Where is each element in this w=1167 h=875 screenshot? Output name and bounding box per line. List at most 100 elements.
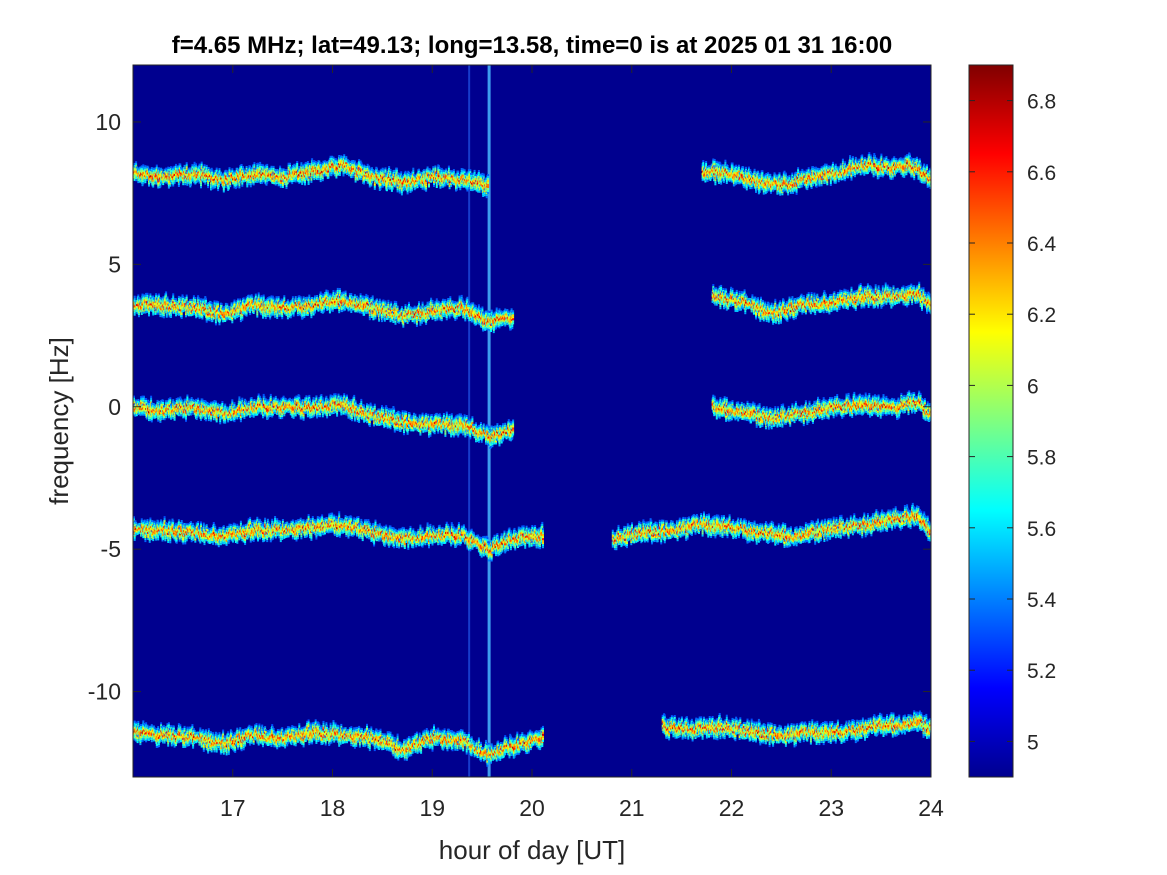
trace-pixel	[190, 184, 192, 186]
trace-pixel	[396, 168, 398, 170]
trace-pixel	[422, 188, 424, 190]
trace-pixel	[156, 167, 158, 169]
trace-pixel	[487, 190, 489, 192]
trace-pixel	[448, 168, 450, 170]
trace-pixel	[266, 184, 268, 186]
trace-pixel	[470, 173, 472, 175]
trace-pixel	[487, 184, 489, 186]
trace-pixel	[142, 164, 144, 166]
trace-pixel	[714, 159, 716, 161]
trace-pixel	[726, 182, 728, 184]
trace-pixel	[754, 169, 756, 171]
trace-pixel	[204, 164, 206, 166]
trace-pixel	[380, 184, 382, 186]
trace-pixel	[229, 183, 231, 185]
trace-pixel	[333, 159, 335, 161]
trace-pixel	[266, 164, 268, 166]
trace-pixel	[483, 176, 485, 178]
trace-pixel	[738, 165, 740, 167]
trace-pixel	[487, 186, 489, 188]
trace-pixel	[165, 168, 167, 170]
trace-pixel	[487, 180, 489, 182]
trace-pixel	[746, 186, 748, 188]
trace-pixel	[735, 183, 737, 185]
trace-pixel	[390, 171, 392, 173]
trace-pixel	[330, 174, 332, 176]
trace-pixel	[169, 185, 171, 187]
trace-pixel	[449, 187, 451, 189]
trace-pixel	[397, 188, 399, 190]
trace-pixel	[211, 168, 213, 170]
trace-pixel	[487, 188, 489, 190]
trace-pixel	[146, 179, 148, 181]
trace-pixel	[246, 166, 248, 168]
trace-pixel	[223, 189, 225, 191]
trace-pixel	[354, 161, 356, 163]
trace-pixel	[407, 192, 409, 194]
trace-pixel	[231, 168, 233, 170]
trace-pixel	[253, 183, 255, 185]
trace-pixel	[735, 165, 737, 167]
trace-pixel	[474, 172, 476, 174]
trace-pixel	[487, 176, 489, 178]
trace-pixel	[761, 170, 763, 172]
trace-pixel	[308, 174, 310, 176]
trace-pixel	[759, 191, 761, 193]
trace-pixel	[779, 194, 781, 196]
trace-pixel	[759, 173, 761, 175]
trace-pixel	[229, 185, 231, 187]
trace-pixel	[307, 161, 309, 163]
trace-pixel	[470, 175, 472, 177]
trace-pixel	[322, 179, 324, 181]
trace-pixel	[333, 157, 335, 159]
trace-pixel	[182, 183, 184, 185]
trace-pixel	[172, 185, 174, 187]
trace-pixel	[196, 180, 198, 182]
trace-pixel	[304, 181, 306, 183]
trace-pixel	[228, 188, 230, 190]
trace-pixel	[397, 190, 399, 192]
trace-pixel	[308, 181, 310, 183]
trace-pixel	[702, 164, 704, 166]
trace-pixel	[374, 188, 376, 190]
trace-pixel	[705, 163, 707, 165]
trace-pixel	[487, 192, 489, 194]
trace-pixel	[195, 165, 197, 167]
trace-pixel	[262, 164, 264, 166]
trace-pixel	[241, 185, 243, 187]
trace-pixel	[250, 181, 252, 183]
trace-pixel	[487, 182, 489, 184]
trace-pixel	[204, 183, 206, 185]
trace-pixel	[236, 182, 238, 184]
trace-pixel	[702, 160, 704, 162]
trace-pixel	[256, 181, 258, 183]
trace-pixel	[224, 186, 226, 188]
trace-pixel	[745, 167, 747, 169]
trace-pixel	[484, 192, 486, 194]
trace-pixel	[425, 186, 427, 188]
trace-pixel	[161, 169, 163, 171]
trace-pixel	[380, 188, 382, 190]
trace-pixel	[174, 182, 176, 184]
trace-pixel	[170, 166, 172, 168]
trace-pixel	[755, 191, 757, 193]
trace-pixel	[296, 167, 298, 169]
trace-pixel	[427, 167, 429, 169]
trace-pixel	[392, 188, 394, 190]
trace-pixel	[320, 162, 322, 164]
trace-pixel	[382, 169, 384, 171]
trace-pixel	[226, 170, 228, 172]
trace-pixel	[707, 180, 709, 182]
trace-pixel	[403, 188, 405, 190]
trace-pixel	[399, 192, 401, 194]
trace-pixel	[748, 167, 750, 169]
trace-pixel	[396, 170, 398, 172]
trace-pixel	[445, 183, 447, 185]
trace-pixel	[390, 169, 392, 171]
trace-pixel	[742, 168, 744, 170]
trace-pixel	[422, 186, 424, 188]
trace-pixel	[315, 161, 317, 163]
trace-pixel	[743, 170, 745, 172]
trace-pixel	[250, 185, 252, 187]
